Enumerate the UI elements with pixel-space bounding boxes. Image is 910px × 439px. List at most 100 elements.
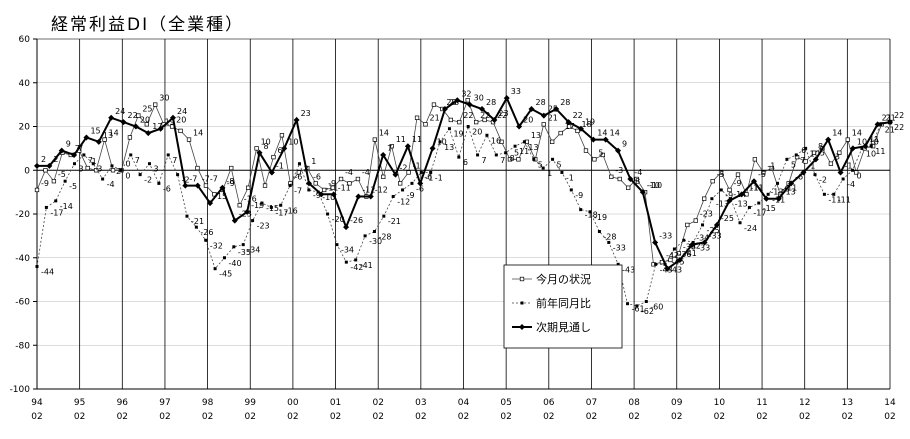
data-label: 20: [472, 128, 482, 137]
x-tick-label-month: 02: [714, 412, 725, 422]
series-3-marker: [157, 125, 164, 132]
data-label: -6: [294, 172, 302, 181]
x-tick-label-year: 11: [756, 398, 767, 408]
series-1-marker: [482, 117, 487, 123]
data-label: -5: [758, 170, 766, 179]
series-3-marker: [837, 169, 844, 176]
series-3-marker: [825, 136, 832, 143]
data-label: -45: [671, 258, 684, 267]
data-label: -11: [838, 195, 851, 204]
data-label: -1: [413, 161, 421, 170]
data-label: 3: [78, 165, 83, 174]
data-label: -3: [615, 166, 623, 175]
data-label: 30: [474, 94, 484, 103]
data-label: 1: [92, 157, 97, 166]
data-label: -33: [659, 231, 672, 240]
data-label: -8: [226, 177, 234, 186]
series-1-marker: [330, 185, 335, 190]
data-label: 8: [818, 142, 823, 151]
data-label: -4: [345, 168, 353, 177]
series-3-marker: [553, 106, 560, 112]
series-2-marker: [251, 219, 255, 223]
series-3-marker: [528, 106, 535, 112]
series-line-2: [36, 121, 891, 307]
data-label: -7: [294, 187, 302, 196]
data-label: -34: [341, 246, 354, 255]
series-3-marker: [169, 114, 176, 121]
series-2-marker: [738, 221, 742, 225]
data-label: 28: [535, 98, 545, 107]
data-label: -17: [50, 208, 63, 217]
series-2-marker: [44, 205, 48, 209]
data-label: -12: [362, 186, 375, 195]
series-1-marker: [271, 154, 276, 160]
x-tick-label-month: 02: [842, 412, 853, 422]
series-2-marker: [35, 265, 39, 268]
x-tick-label-month: 02: [543, 412, 554, 422]
data-label: 18: [582, 120, 592, 129]
data-label: -41: [360, 261, 373, 270]
series-3-marker: [540, 112, 547, 119]
series-1-marker: [254, 146, 259, 151]
data-label: 22: [128, 111, 138, 120]
series-2-marker: [129, 153, 133, 157]
data-label: 24: [177, 107, 187, 116]
x-tick-label-year: 94: [31, 398, 43, 408]
series-2-marker: [335, 243, 339, 247]
data-label: -21: [191, 217, 204, 226]
series-1-marker: [262, 183, 268, 188]
series-2-marker: [691, 240, 695, 244]
series-1-marker: [583, 148, 589, 153]
x-tick-label-year: 13: [842, 398, 853, 408]
data-label: 22: [573, 111, 583, 120]
series-1-marker: [600, 152, 606, 158]
x-tick-label-month: 02: [159, 412, 170, 422]
series-1-marker: [710, 179, 715, 184]
data-label: -17: [753, 208, 766, 217]
series-2-marker: [776, 181, 780, 185]
series-1-marker: [752, 157, 758, 162]
series-3-marker: [330, 191, 337, 198]
data-label: -60: [650, 303, 663, 312]
series-3-marker: [219, 184, 226, 191]
series-1-marker: [693, 218, 698, 223]
data-label: 22: [497, 111, 507, 120]
series-1-marker: [718, 170, 724, 175]
data-label: 13: [103, 131, 113, 140]
series-1-marker: [592, 157, 597, 162]
series-2-marker: [232, 245, 236, 249]
data-label: 21: [886, 113, 896, 122]
series-1-marker: [178, 128, 183, 134]
data-label: 5: [538, 160, 543, 169]
series-3-marker: [800, 169, 807, 176]
data-label: -9: [41, 179, 49, 188]
data-label: -9: [313, 191, 321, 200]
data-label: -42: [666, 251, 679, 260]
series-1-marker: [465, 98, 470, 103]
data-label: 14: [852, 129, 862, 138]
data-label: -7: [210, 175, 218, 184]
series-1-marker: [136, 113, 141, 118]
series-2-marker: [476, 153, 480, 157]
series-2-marker: [654, 262, 658, 266]
data-label: -21: [388, 217, 401, 226]
data-label: 11: [519, 147, 529, 156]
data-label: 10: [810, 149, 820, 158]
x-tick-label-year: 06: [543, 398, 555, 408]
series-1-marker: [153, 102, 158, 107]
data-label: -34: [247, 246, 260, 255]
data-label: 20: [523, 116, 533, 125]
series-2-marker: [157, 181, 161, 185]
x-tick-label-month: 02: [671, 412, 682, 422]
series-1-marker: [702, 196, 707, 201]
series-1-marker: [85, 165, 90, 171]
data-label: 21: [429, 113, 439, 122]
x-tick-label-year: 07: [586, 398, 597, 408]
series-3-marker: [503, 95, 510, 102]
data-label: -6: [424, 172, 432, 181]
series-3-marker: [268, 169, 275, 176]
series-3-marker: [615, 147, 622, 154]
series-2-marker: [597, 230, 601, 233]
series-1-marker: [634, 176, 639, 182]
x-tick-label-month: 02: [756, 412, 767, 422]
